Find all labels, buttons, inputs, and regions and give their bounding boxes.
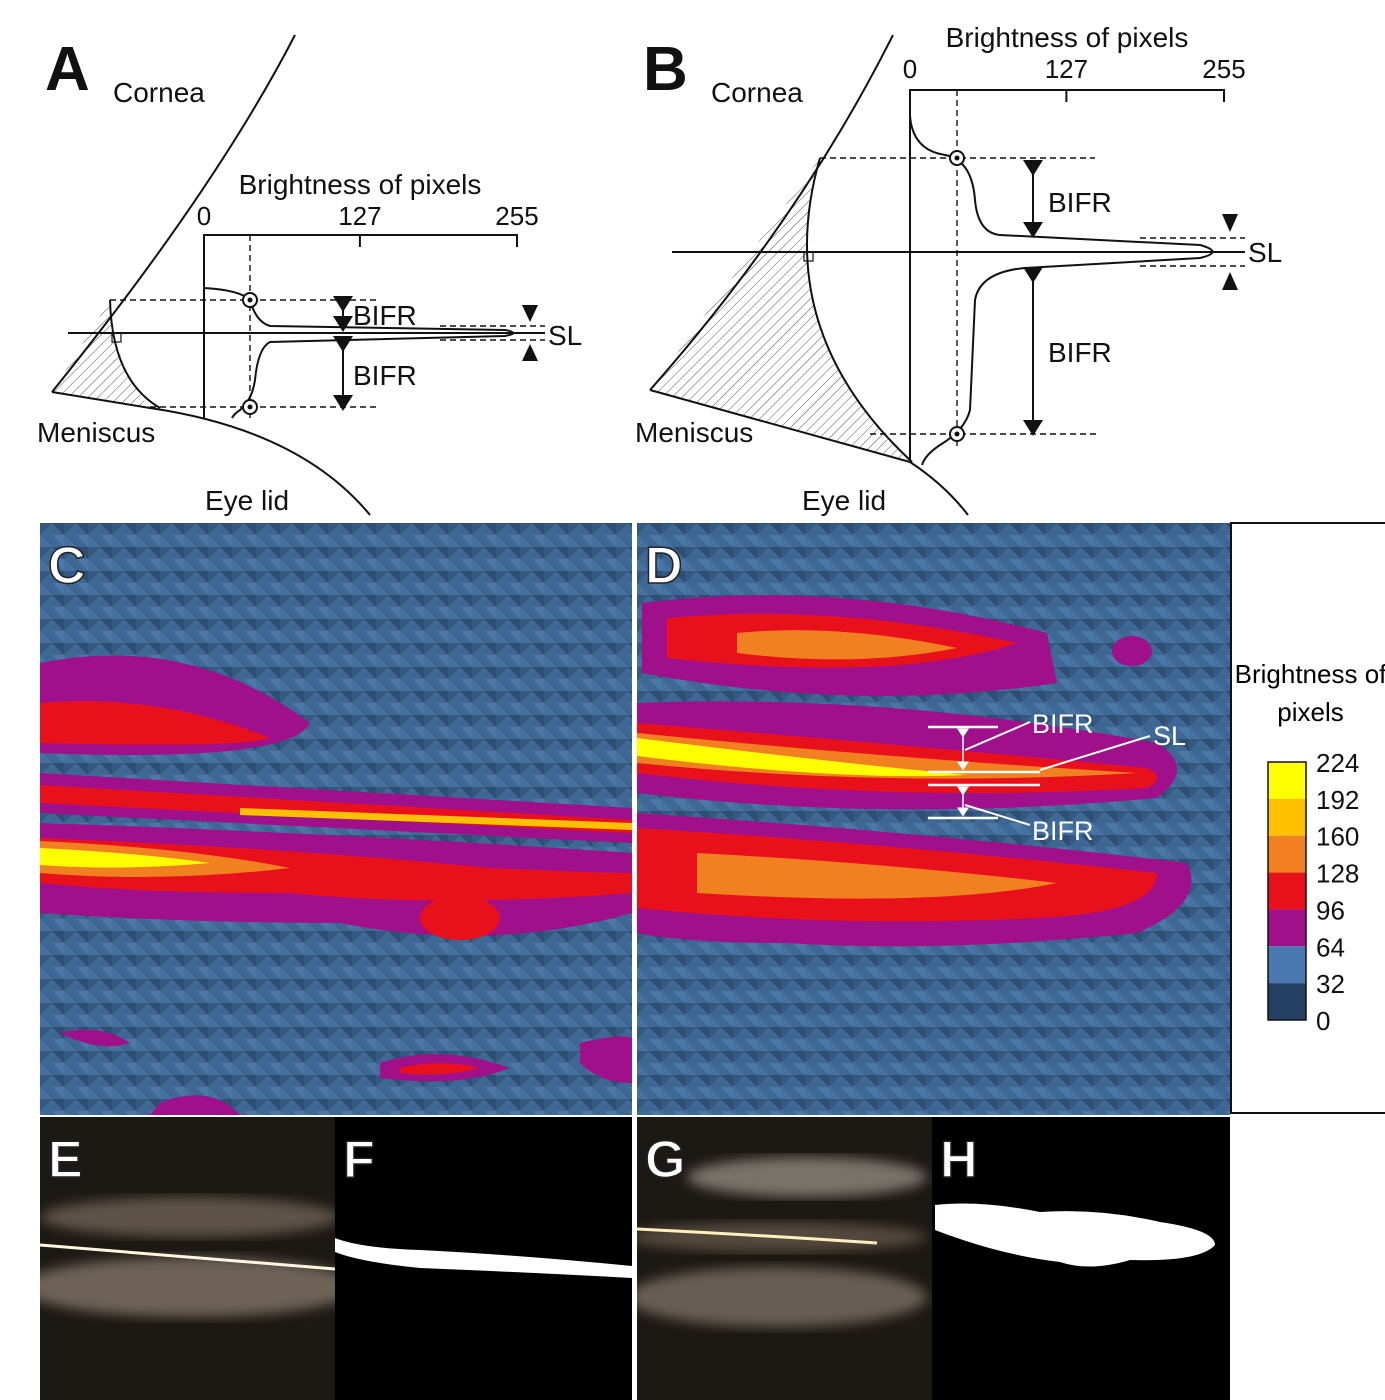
heatmap — [40, 523, 632, 1115]
marker — [248, 405, 253, 410]
colorbar-label: 32 — [1316, 969, 1345, 999]
tick-label: 0 — [903, 54, 917, 84]
panel-f: F — [335, 1117, 632, 1400]
panel-g: G — [627, 1117, 932, 1400]
panel-letter: C — [48, 537, 86, 595]
panel-letter: F — [343, 1131, 375, 1189]
panel-letter: A — [45, 35, 90, 104]
colorbar-block — [1268, 873, 1306, 910]
haze — [40, 1197, 340, 1237]
meniscus-label: Meniscus — [37, 417, 155, 448]
meniscus-label: Meniscus — [635, 417, 753, 448]
panel-letter: B — [643, 35, 688, 104]
level — [420, 896, 500, 940]
arrowhead — [1222, 272, 1238, 290]
tick-label: 255 — [1202, 54, 1245, 84]
profile — [910, 115, 1213, 465]
axis-title: Brightness of pixels — [239, 169, 482, 200]
arrowhead — [522, 305, 538, 322]
eye-lid-label: Eye lid — [205, 485, 289, 516]
haze — [687, 1157, 927, 1197]
sl-label: SL — [548, 320, 582, 351]
colorbar-block — [1268, 983, 1306, 1020]
colorbar-label: 224 — [1316, 748, 1359, 778]
colorbar-label: 160 — [1316, 822, 1359, 852]
colorbar-title: Brightness of pixels — [1232, 655, 1385, 731]
arrowhead — [1222, 214, 1238, 232]
panel-h: H — [932, 1117, 1230, 1400]
bifr-label: BIFR — [1032, 709, 1094, 739]
panel-letter: G — [645, 1131, 685, 1189]
panel-letter: E — [48, 1131, 83, 1189]
colorbar-label: 0 — [1316, 1006, 1330, 1036]
colorbar-block — [1268, 946, 1306, 983]
colorbar-label: 64 — [1316, 932, 1345, 962]
colorbar-block — [1268, 762, 1306, 799]
sl-label: SL — [1153, 721, 1186, 751]
cornea-label: Cornea — [113, 77, 205, 108]
haze — [627, 1267, 927, 1327]
marker — [955, 156, 960, 161]
panel-d: D BIFR BIFR SL — [637, 523, 1230, 1115]
tick-label: 0 — [197, 201, 211, 231]
cornea-label: Cornea — [711, 77, 803, 108]
tick-label: 127 — [338, 201, 381, 231]
colorbar-panel: Brightness of pixels 224 192 160 128 96 64 32 0 — [1230, 523, 1385, 1113]
panel-letter: D — [645, 537, 683, 595]
tick-label: 127 — [1045, 54, 1088, 84]
meniscus-hatch — [52, 300, 150, 408]
tick-label: 255 — [495, 201, 538, 231]
bifr-label: BIFR — [1032, 816, 1094, 846]
colorbar-title-box: Brightness of pixels — [1232, 655, 1385, 735]
eye-lid-label: Eye lid — [802, 485, 886, 516]
panel-a: A Cornea Meniscus Eye lid Brightness of … — [37, 35, 582, 516]
bifr-label: BIFR — [1048, 187, 1112, 218]
bifr-label: BIFR — [353, 300, 417, 331]
panel-letter: H — [940, 1131, 978, 1189]
bifr-label: BIFR — [1048, 337, 1112, 368]
colorbar: 224 192 160 128 96 64 32 0 — [1268, 748, 1359, 1036]
marker — [955, 432, 960, 437]
figure: A Cornea Meniscus Eye lid Brightness of … — [0, 0, 1385, 1400]
panel-b: B Cornea Meniscus Eye lid Brightness of … — [635, 22, 1282, 516]
panel-c: C — [40, 523, 632, 1115]
colorbar-label: 192 — [1316, 785, 1359, 815]
marker — [248, 298, 253, 303]
level — [1112, 636, 1152, 666]
axis-title: Brightness of pixels — [946, 22, 1189, 53]
colorbar-block — [1268, 836, 1306, 873]
colorbar-label: 96 — [1316, 895, 1345, 925]
panel-e: E — [20, 1117, 360, 1400]
arrowhead — [522, 344, 538, 361]
colorbar-label: 128 — [1316, 859, 1359, 889]
colorbar-block — [1268, 909, 1306, 946]
colorbar-block — [1268, 799, 1306, 836]
sl-label: SL — [1248, 237, 1282, 268]
bifr-label: BIFR — [353, 360, 417, 391]
